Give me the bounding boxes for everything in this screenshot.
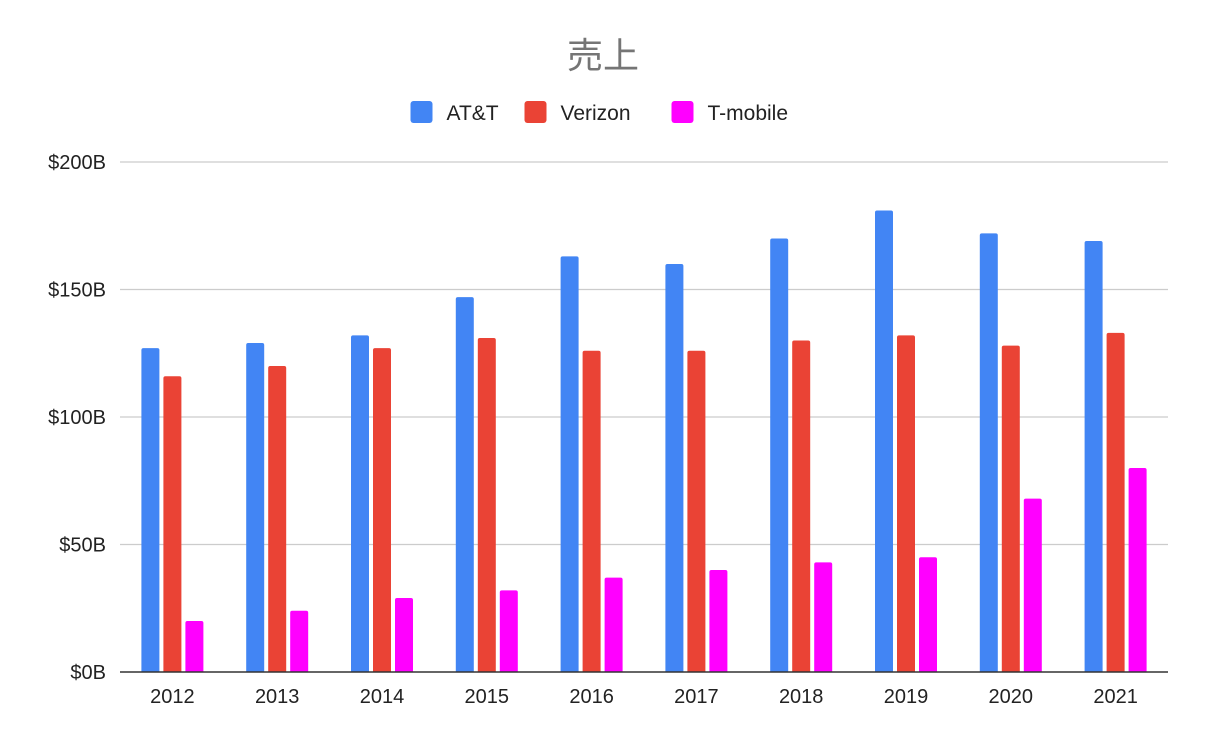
y-axis-ticks: $0B $50B $100B $150B $200B <box>48 152 106 684</box>
y-tick-label: $150B <box>48 280 106 302</box>
bar-verizon-2019 <box>897 335 915 672</box>
legend-swatch <box>410 101 433 123</box>
legend-label: AT&T <box>447 102 499 125</box>
bar-verizon-2017 <box>687 350 706 672</box>
x-tick-label: 2021 <box>1093 686 1138 708</box>
bar-verizon-2015 <box>477 337 496 672</box>
legend-item-verizon: Verizon <box>524 101 631 125</box>
x-tick-label: 2013 <box>255 686 300 708</box>
legend-swatch <box>524 101 547 123</box>
bar-at-t-2021 <box>1084 241 1103 673</box>
x-axis-ticks: 2012 2013 2014 2015 2016 2017 2018 2019 2020 2021 <box>150 686 1138 708</box>
bar-t-mobile-2014 <box>395 598 413 672</box>
bar-at-t-2016 <box>560 256 579 672</box>
legend-label: Verizon <box>561 102 631 125</box>
legend-swatch <box>671 101 694 123</box>
legend-item-at-t: AT&T <box>410 101 499 125</box>
bar-t-mobile-2012 <box>185 621 204 672</box>
bar-t-mobile-2021 <box>1128 468 1147 672</box>
bar-at-t-2013 <box>246 343 265 672</box>
bar-t-mobile-2013 <box>290 610 309 672</box>
bar-verizon-2013 <box>268 366 287 672</box>
bars <box>141 210 1147 673</box>
bar-at-t-2015 <box>455 297 474 672</box>
bar-at-t-2018 <box>770 238 789 672</box>
x-tick-label: 2016 <box>569 686 614 708</box>
bar-t-mobile-2019 <box>919 557 937 672</box>
bar-t-mobile-2020 <box>1023 498 1042 672</box>
chart-title: 売上 <box>567 36 639 77</box>
bar-verizon-2018 <box>792 340 811 672</box>
x-tick-label: 2015 <box>465 686 510 708</box>
bar-at-t-2012 <box>141 348 160 672</box>
bar-at-t-2019 <box>875 210 893 672</box>
legend-item-t-mobile: T-mobile <box>671 101 789 125</box>
bar-verizon-2014 <box>373 348 391 672</box>
bar-verizon-2020 <box>1001 345 1020 672</box>
y-tick-label: $100B <box>48 407 106 429</box>
y-tick-label: $0B <box>70 662 106 684</box>
bar-verizon-2016 <box>582 350 601 672</box>
x-tick-label: 2012 <box>150 686 195 708</box>
bar-t-mobile-2018 <box>814 562 833 672</box>
y-tick-label: $50B <box>59 535 106 557</box>
x-tick-label: 2019 <box>884 686 929 708</box>
x-tick-label: 2017 <box>674 686 719 708</box>
legend-label: T-mobile <box>708 102 789 125</box>
bar-verizon-2012 <box>163 376 182 672</box>
bar-t-mobile-2015 <box>499 590 518 672</box>
bar-at-t-2017 <box>665 264 684 672</box>
bar-at-t-2020 <box>979 233 998 672</box>
legend: AT&T Verizon T-mobile <box>410 101 789 125</box>
bar-t-mobile-2016 <box>604 577 623 672</box>
bar-verizon-2021 <box>1106 332 1125 672</box>
x-tick-label: 2014 <box>360 686 405 708</box>
x-tick-label: 2018 <box>779 686 824 708</box>
bar-at-t-2014 <box>351 335 369 672</box>
x-tick-label: 2020 <box>989 686 1034 708</box>
y-tick-label: $200B <box>48 152 106 174</box>
bar-t-mobile-2017 <box>709 570 728 672</box>
